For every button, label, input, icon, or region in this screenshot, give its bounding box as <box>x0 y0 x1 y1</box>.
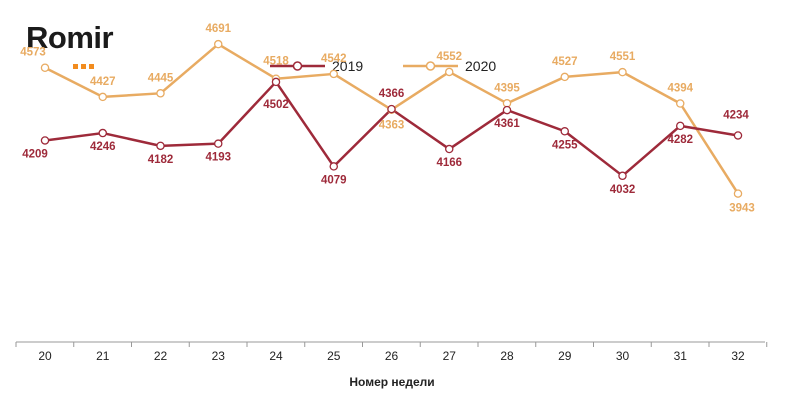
romir-logo: Romir <box>26 20 114 69</box>
data-label-2020-25: 4542 <box>321 53 347 65</box>
data-label-2019-24: 4502 <box>263 99 289 111</box>
x-axis-label: Номер недели <box>349 375 434 389</box>
data-point-2019-20 <box>40 136 50 145</box>
legend-marker-2019 <box>292 61 303 71</box>
data-point-2019-30 <box>618 171 627 181</box>
legend-marker-2020 <box>425 61 436 71</box>
data-point-2019-29 <box>560 127 570 136</box>
data-point-2019-24 <box>271 77 281 87</box>
data-label-2019-27: 4166 <box>436 157 462 169</box>
series-points <box>40 39 743 198</box>
data-label-2020-24: 4518 <box>263 56 289 68</box>
x-tick-label: 24 <box>269 349 283 363</box>
data-point-2020-27 <box>444 67 454 77</box>
data-label-2019-32: 4234 <box>723 109 749 121</box>
data-label-2020-23: 4691 <box>205 23 231 35</box>
chart-legend: 2019 2020 <box>270 58 496 74</box>
data-point-2020-32 <box>733 189 743 198</box>
legend-label-2020: 2020 <box>465 58 496 74</box>
data-label-2020-27: 4552 <box>436 51 462 63</box>
data-label-2020-32: 3943 <box>729 203 755 215</box>
data-point-2019-25 <box>329 162 338 171</box>
data-point-2019-27 <box>444 144 454 154</box>
data-label-2020-31: 4394 <box>667 82 693 94</box>
data-label-2019-28: 4361 <box>494 118 520 130</box>
x-tick-label: 29 <box>558 349 572 363</box>
data-point-2020-31 <box>676 99 685 108</box>
data-point-2019-22 <box>156 141 165 151</box>
data-label-2019-26: 4366 <box>379 88 405 100</box>
data-label-2019-30: 4032 <box>610 184 636 196</box>
logo-dots <box>73 56 97 74</box>
x-tick-label: 30 <box>616 349 630 363</box>
data-point-2020-28 <box>502 99 512 108</box>
x-tick-label: 28 <box>500 349 514 363</box>
x-axis: 20 21 22 23 24 25 26 27 28 29 30 31 32 <box>15 341 768 363</box>
data-label-2020-29: 4527 <box>552 56 578 68</box>
data-point-2020-30 <box>618 67 627 77</box>
data-label-2019-25: 4079 <box>321 174 347 186</box>
data-label-2020-20: 4573 <box>20 47 46 59</box>
data-point-2020-21 <box>98 92 108 102</box>
data-point-2019-31 <box>676 121 685 131</box>
data-label-2019-29: 4255 <box>552 139 578 151</box>
data-point-2019-28 <box>502 105 512 115</box>
x-tick-label: 27 <box>443 349 457 363</box>
x-tick-label: 25 <box>327 349 341 363</box>
x-tick-label: 22 <box>154 349 168 363</box>
data-point-2020-22 <box>156 89 165 98</box>
logo-text: Romir <box>26 20 114 55</box>
data-point-2020-25 <box>329 69 338 79</box>
data-point-2019-21 <box>98 128 108 138</box>
data-point-2020-20 <box>40 63 50 72</box>
data-label-2020-26: 4363 <box>379 120 405 132</box>
data-point-2020-29 <box>560 72 570 82</box>
data-label-2019-20: 4209 <box>22 148 48 160</box>
x-tick-label: 32 <box>731 349 745 363</box>
data-label-2019-21: 4246 <box>90 141 116 153</box>
data-label-2020-22: 4445 <box>148 72 174 84</box>
data-label-2020-28: 4395 <box>494 82 520 94</box>
data-point-2019-32 <box>733 131 743 140</box>
data-point-2019-26 <box>387 104 396 114</box>
data-point-2020-23 <box>213 39 223 49</box>
data-label-2019-31: 4282 <box>667 134 693 146</box>
x-tick-label: 20 <box>38 349 52 363</box>
x-tick-label: 21 <box>96 349 110 363</box>
legend-label-2019: 2019 <box>332 58 363 74</box>
data-label-2020-30: 4551 <box>610 51 636 63</box>
x-tick-label: 31 <box>674 349 688 363</box>
x-tick-label: 23 <box>212 349 226 363</box>
data-label-2019-22: 4182 <box>148 154 174 166</box>
data-point-2019-23 <box>213 139 223 148</box>
data-labels: 4209 4246 4182 4193 4502 4079 4366 4166 4361 4255… <box>20 23 755 214</box>
x-tick-label: 26 <box>385 349 399 363</box>
data-label-2020-21: 4427 <box>90 76 116 88</box>
data-label-2019-23: 4193 <box>205 152 231 164</box>
